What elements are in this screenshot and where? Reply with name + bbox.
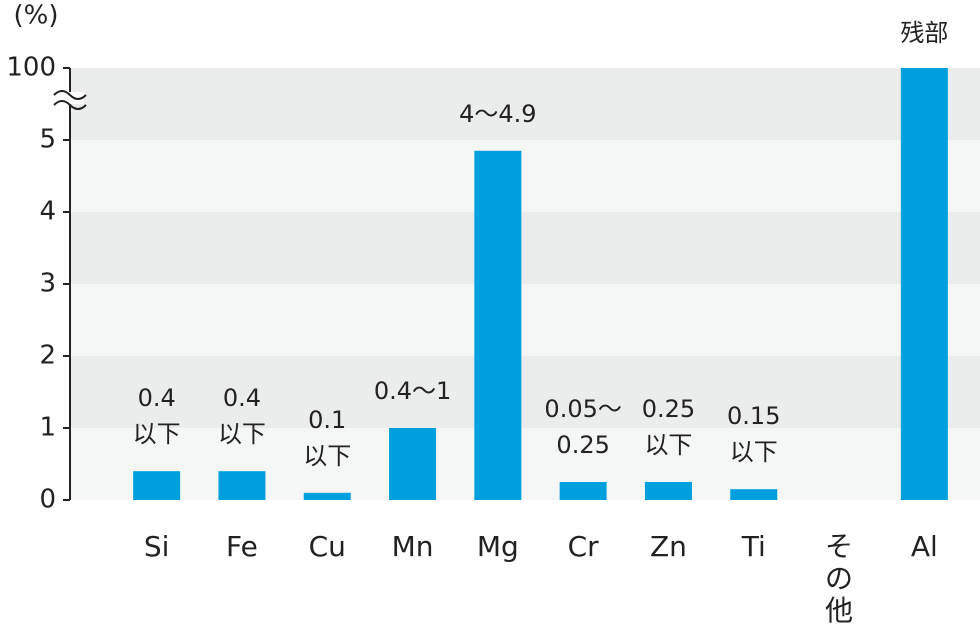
x-tick-label: その他 <box>825 530 853 627</box>
y-tick-label: 2 <box>39 341 56 371</box>
value-label-line: 以下 <box>730 438 778 466</box>
band <box>70 68 980 140</box>
x-tick-label: Al <box>911 530 938 563</box>
value-label-line: 以下 <box>218 420 266 448</box>
x-tick-label: Cu <box>309 530 346 563</box>
value-label-line: 0.4 <box>223 384 261 412</box>
bar <box>559 482 607 500</box>
x-tick-label: Ti <box>741 530 766 563</box>
y-tick-label: 3 <box>39 269 56 299</box>
band <box>70 428 980 500</box>
band <box>70 212 980 284</box>
y-tick-label: 4 <box>39 197 56 227</box>
value-label: 0.4 以下 <box>218 384 266 448</box>
bar <box>644 482 692 500</box>
x-tick-char: 他 <box>825 594 853 627</box>
value-label: 0.25 以下 <box>642 395 695 459</box>
value-label: 残部 <box>900 19 948 47</box>
bar <box>900 68 948 500</box>
value-label: 4〜4.9 <box>459 100 536 128</box>
y-tick-label: 0 <box>39 485 56 515</box>
value-label-line: 0.4 <box>138 384 176 412</box>
value-label-line: 0.4〜1 <box>374 377 451 405</box>
y-tick-label: 100 <box>6 53 56 83</box>
band <box>70 140 980 212</box>
bar <box>303 492 351 500</box>
x-tick-label: Mn <box>392 530 434 563</box>
bar <box>218 471 266 500</box>
value-label: 0.05〜 0.25 <box>544 395 621 459</box>
bar <box>133 471 181 500</box>
x-tick-char: の <box>825 562 853 595</box>
value-label-line: 以下 <box>133 420 181 448</box>
axis-break <box>53 90 87 100</box>
value-label-line: 4〜4.9 <box>459 100 536 128</box>
y-tick-label: 1 <box>39 413 56 443</box>
y-axis-label: (%) <box>14 1 59 31</box>
x-tick-label: Zn <box>650 530 687 563</box>
bar <box>474 150 522 501</box>
x-tick-label: Fe <box>226 530 258 563</box>
x-tick-label: Cr <box>568 530 600 563</box>
value-label-line: 0.1 <box>308 406 346 434</box>
band <box>70 284 980 356</box>
value-label-line: 0.05〜 <box>544 395 621 423</box>
x-tick-label: Mg <box>477 530 519 563</box>
value-label-line: 0.25 <box>642 395 695 423</box>
bar <box>389 428 437 500</box>
y-tick-label: 5 <box>39 125 56 155</box>
band <box>70 356 980 428</box>
x-tick-char: そ <box>825 530 853 563</box>
value-label-line: 以下 <box>303 442 351 470</box>
value-label: 0.15 以下 <box>727 402 780 466</box>
x-tick-label: Si <box>144 530 170 563</box>
axis-break <box>53 100 87 110</box>
value-label: 0.1 以下 <box>303 406 351 470</box>
value-label-line: 以下 <box>644 431 692 459</box>
value-label-line: 0.25 <box>556 431 609 459</box>
value-label: 0.4 以下 <box>133 384 181 448</box>
value-label-line: 0.15 <box>727 402 780 430</box>
value-label-line: 残部 <box>900 19 948 47</box>
value-label: 0.4〜1 <box>374 377 451 405</box>
bar <box>730 489 778 500</box>
